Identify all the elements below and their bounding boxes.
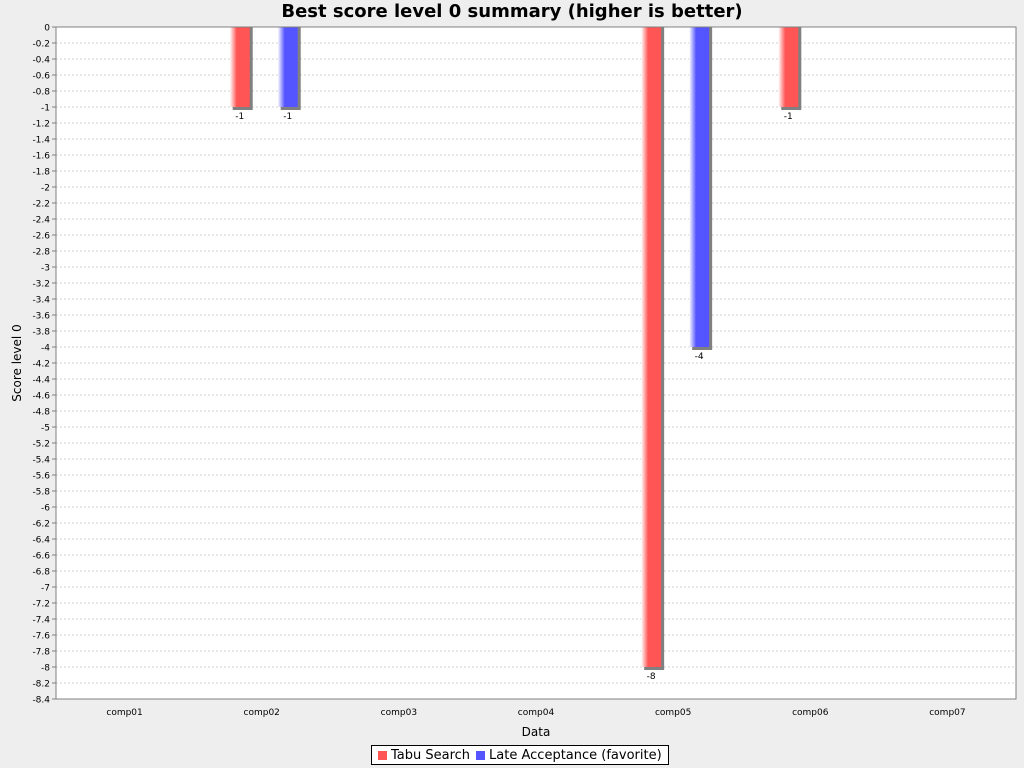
bar-comp05-series0 xyxy=(641,27,662,667)
x-tick-label: comp01 xyxy=(106,708,142,718)
y-tick-label: -2.8 xyxy=(32,248,50,258)
y-tick-label: -6.6 xyxy=(32,552,50,562)
y-tick-label: -5.4 xyxy=(32,456,50,466)
x-tick-label: comp06 xyxy=(792,708,829,718)
y-tick-label: -6.2 xyxy=(32,520,50,530)
y-tick-label: -8 xyxy=(41,664,50,674)
bar-comp02-series0 xyxy=(229,27,250,107)
y-tick-label: -7.6 xyxy=(32,632,50,642)
chart-legend: Tabu Search Late Acceptance (favorite) xyxy=(371,745,669,765)
x-tick-label: comp07 xyxy=(929,708,965,718)
y-tick-label: -0.4 xyxy=(32,56,50,66)
x-axis-title: Data xyxy=(522,725,551,739)
bar-comp05-series1 xyxy=(689,27,710,347)
y-tick-label: -2 xyxy=(41,184,50,194)
y-tick-label: -4.8 xyxy=(32,408,50,418)
y-tick-label: -3.4 xyxy=(32,296,50,306)
bar-data-label: -1 xyxy=(235,112,244,122)
y-tick-label: -3.8 xyxy=(32,328,50,338)
x-tick-label: comp04 xyxy=(518,708,555,718)
legend-label: Tabu Search xyxy=(391,747,471,763)
y-tick-label: -5.6 xyxy=(32,472,50,482)
chart-title: Best score level 0 summary (higher is be… xyxy=(281,1,743,22)
y-tick-label: -6 xyxy=(41,504,50,514)
legend-item-tabu-search: Tabu Search xyxy=(378,748,470,763)
bar-comp02-series1 xyxy=(277,27,298,107)
y-tick-label: -5.8 xyxy=(32,488,50,498)
x-tick-label: comp03 xyxy=(381,708,417,718)
x-tick-label: comp05 xyxy=(655,708,691,718)
x-tick-label: comp02 xyxy=(244,708,280,718)
y-tick-label: -7.8 xyxy=(32,648,50,658)
y-tick-label: -7.2 xyxy=(32,600,50,610)
bar-comp06-series0 xyxy=(778,27,799,107)
y-tick-label: -3.6 xyxy=(32,312,50,322)
bar-data-label: -1 xyxy=(283,112,292,122)
y-tick-label: -3.2 xyxy=(32,280,50,290)
y-tick-label: -2.6 xyxy=(32,232,50,242)
legend-item-late-acceptance: Late Acceptance (favorite) xyxy=(476,748,662,763)
y-tick-label: -2.4 xyxy=(32,216,50,226)
y-tick-label: -5.2 xyxy=(32,440,50,450)
y-tick-label: -0.8 xyxy=(32,88,50,98)
y-tick-label: -2.2 xyxy=(32,200,50,210)
legend-label: Late Acceptance (favorite) xyxy=(489,747,662,763)
y-tick-label: -1.4 xyxy=(32,136,50,146)
bar-data-label: -1 xyxy=(784,112,793,122)
y-tick-label: -4 xyxy=(41,344,50,354)
y-tick-label: -8.4 xyxy=(32,696,50,706)
y-tick-label: -1.8 xyxy=(32,168,50,178)
legend-swatch xyxy=(378,750,387,760)
y-tick-label: -4.6 xyxy=(32,392,50,402)
y-tick-label: -4.4 xyxy=(32,376,50,386)
bar-data-label: -8 xyxy=(647,672,656,682)
legend-swatch xyxy=(476,750,486,760)
y-axis-title: Score level 0 xyxy=(10,324,24,401)
y-tick-label: -1 xyxy=(41,104,50,114)
y-tick-label: -7.4 xyxy=(32,616,50,626)
y-tick-label: -8.2 xyxy=(32,680,50,690)
y-tick-label: -1.6 xyxy=(32,152,50,162)
y-tick-label: 0 xyxy=(44,24,50,34)
bar-data-label: -4 xyxy=(695,352,704,362)
y-tick-label: -3 xyxy=(41,264,50,274)
y-tick-label: -7 xyxy=(41,584,50,594)
y-tick-label: -5 xyxy=(41,424,50,434)
y-tick-label: -4.2 xyxy=(32,360,50,370)
y-tick-label: -0.2 xyxy=(32,40,50,50)
plot-border xyxy=(55,26,1017,700)
y-tick-label: -1.2 xyxy=(32,120,50,130)
y-tick-label: -6.4 xyxy=(32,536,50,546)
y-tick-label: -6.8 xyxy=(32,568,50,578)
y-tick-label: -0.6 xyxy=(32,72,50,82)
